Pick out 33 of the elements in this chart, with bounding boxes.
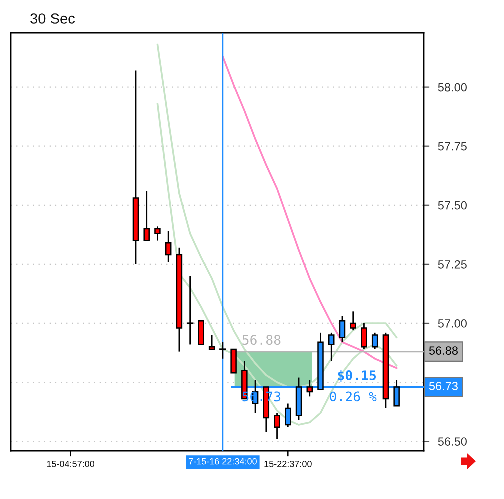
line-series <box>222 56 398 370</box>
y-tick-label: 57.25 <box>438 260 467 269</box>
y-tick-label: 56.50 <box>438 438 467 446</box>
y-tick-label: 58.00 <box>438 83 467 92</box>
ref-line-label: 56.88 <box>429 346 458 355</box>
candlestick <box>154 226 161 242</box>
candlestick <box>328 332 335 362</box>
x-tick-label: 7-15-16 22:34:00 <box>189 458 257 465</box>
candlestick <box>230 348 237 374</box>
candlestick <box>208 334 216 350</box>
chart-title: 30 Sec <box>30 14 76 24</box>
candlestick <box>274 412 280 440</box>
annotation: $0.15 <box>338 370 376 382</box>
line-series <box>156 44 398 388</box>
candlestick <box>144 190 150 242</box>
candlestick <box>198 320 204 346</box>
candlestick <box>285 403 292 428</box>
candlestick <box>165 230 172 263</box>
annotation: 0.26 % <box>330 392 377 402</box>
ref-line-label: 56.73 <box>429 382 458 390</box>
line-series <box>156 102 398 426</box>
y-tick-label: 57.00 <box>438 320 467 328</box>
candlestick <box>339 316 346 344</box>
candlestick <box>306 379 314 398</box>
x-tick-label: 15-04:57:00 <box>47 460 95 468</box>
annotation: 56.88 <box>242 335 281 346</box>
candlestick <box>372 332 378 350</box>
candlestick <box>350 310 356 332</box>
y-tick-label: 57.50 <box>438 201 467 210</box>
candlestick <box>361 322 368 350</box>
candlestick <box>186 276 194 346</box>
y-tick-label: 57.75 <box>438 142 467 151</box>
x-tick-label: 15-22:37:00 <box>264 460 312 468</box>
